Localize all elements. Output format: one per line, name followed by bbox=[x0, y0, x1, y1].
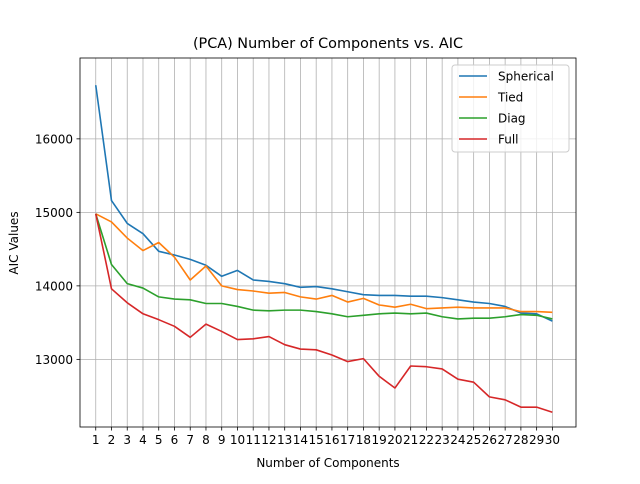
x-tick-label: 26 bbox=[482, 433, 497, 447]
legend-label-tied: Tied bbox=[497, 91, 523, 105]
y-tick-label: 14000 bbox=[35, 279, 73, 293]
series-line-diag bbox=[94, 213, 553, 320]
x-tick-label: 2 bbox=[108, 433, 116, 447]
chart-title: (PCA) Number of Components vs. AIC bbox=[193, 36, 463, 52]
x-tick-label: 25 bbox=[466, 433, 481, 447]
y-tick-label: 16000 bbox=[35, 132, 73, 146]
x-tick-label: 22 bbox=[419, 433, 434, 447]
x-tick-label: 20 bbox=[387, 433, 402, 447]
x-axis-ticks: 1 2 3 4 5 6 7 8 9 10 11 12 13 14 15 16 17 18 19 20 21 22 23 24 2… bbox=[92, 427, 560, 447]
x-tick-label: 11 bbox=[246, 433, 261, 447]
x-tick-label: 3 bbox=[123, 433, 131, 447]
x-tick-label: 1 bbox=[92, 433, 100, 447]
legend-label-diag: Diag bbox=[498, 112, 526, 126]
x-tick-label: 10 bbox=[230, 433, 245, 447]
plot-frame bbox=[79, 57, 577, 428]
x-tick-label: 4 bbox=[139, 433, 147, 447]
x-tick-label: 9 bbox=[218, 433, 226, 447]
series-line-tied bbox=[95, 213, 553, 314]
x-tick-label: 7 bbox=[186, 433, 194, 447]
x-tick-label: 15 bbox=[309, 433, 324, 447]
y-tick-label: 13000 bbox=[35, 353, 73, 367]
x-tick-label: 17 bbox=[340, 433, 355, 447]
y-tick-label: 15000 bbox=[35, 206, 73, 220]
x-tick-label: 19 bbox=[372, 433, 387, 447]
x-tick-label: 6 bbox=[171, 433, 179, 447]
x-tick-label: 14 bbox=[293, 433, 308, 447]
x-tick-label: 16 bbox=[324, 433, 339, 447]
series-line-full bbox=[94, 213, 553, 414]
y-axis-label: AIC Values bbox=[7, 211, 21, 274]
x-tick-label: 12 bbox=[261, 433, 276, 447]
x-tick-label: 5 bbox=[155, 433, 163, 447]
series-lines bbox=[94, 85, 553, 414]
x-tick-label: 28 bbox=[513, 433, 528, 447]
x-tick-label: 24 bbox=[450, 433, 465, 447]
legend: Spherical Tied Diag Full bbox=[451, 64, 570, 153]
y-axis-ticks: 13000 14000 15000 16000 bbox=[35, 132, 80, 367]
x-tick-label: 18 bbox=[356, 433, 371, 447]
x-tick-label: 27 bbox=[498, 433, 513, 447]
legend-box bbox=[451, 64, 570, 153]
x-tick-label: 23 bbox=[435, 433, 450, 447]
x-tick-label: 8 bbox=[202, 433, 210, 447]
legend-label-full: Full bbox=[498, 133, 519, 147]
x-axis-label: Number of Components bbox=[256, 456, 399, 470]
x-tick-label: 29 bbox=[529, 433, 544, 447]
x-tick-label: 30 bbox=[545, 433, 560, 447]
x-tick-label: 21 bbox=[403, 433, 418, 447]
grid bbox=[80, 58, 576, 427]
legend-label-spherical: Spherical bbox=[498, 70, 554, 84]
x-tick-label: 13 bbox=[277, 433, 292, 447]
